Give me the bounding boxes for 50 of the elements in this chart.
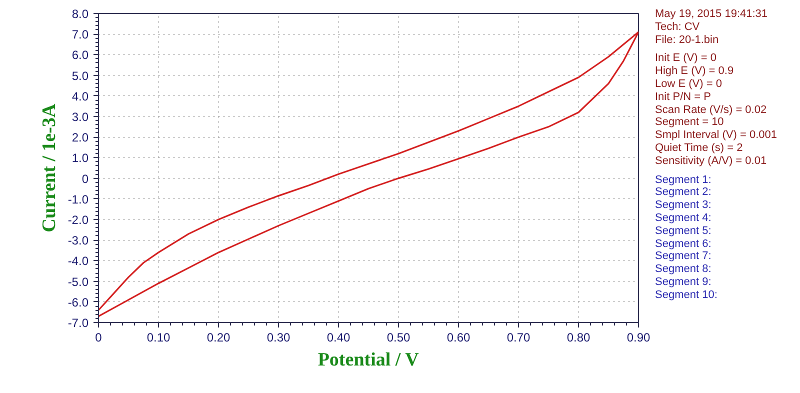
- y-tick-label: -4.0: [68, 254, 89, 268]
- y-tick-label: 0: [82, 172, 89, 186]
- x-tick-label: 0.10: [146, 330, 171, 344]
- x-tick-label: 0: [95, 330, 102, 344]
- y-tick-label: -7.0: [68, 316, 89, 330]
- text: High E (V) = 0.9: [655, 65, 735, 78]
- y-tick-label: 5.0: [72, 68, 89, 83]
- text: May 19, 2015 19:41:31: [655, 8, 769, 21]
- x-tick-label: 0.80: [566, 330, 591, 344]
- y-tick-label: 1.0: [72, 151, 89, 166]
- text: Segment 5:: [655, 224, 712, 238]
- text: Tech: CV: [655, 20, 701, 34]
- x-axis-title: Potential / V: [318, 350, 420, 370]
- text: Segment = 10: [655, 116, 725, 130]
- text: File: 20-1.bin: [655, 34, 720, 46]
- y-tick-label: 3.0: [72, 110, 89, 124]
- y-tick-label: 2.0: [72, 130, 89, 145]
- text: Quiet Time (s) = 2: [655, 142, 744, 155]
- y-tick-label: -1.0: [68, 192, 89, 206]
- x-tick-label: 0.20: [206, 330, 231, 344]
- y-tick-label: -3.0: [68, 234, 89, 248]
- x-tick-label: 0.90: [626, 330, 651, 344]
- x-tick-label: 0.50: [386, 330, 411, 344]
- y-tick-label: -2.0: [68, 213, 89, 227]
- y-tick-label: -5.0: [68, 274, 89, 289]
- text: Sensitivity (A/V) = 0.01: [655, 154, 768, 168]
- x-tick-label: 0.60: [446, 330, 471, 344]
- x-tick-label: 0.40: [326, 330, 351, 344]
- text: Smpl Interval (V) = 0.001: [655, 129, 777, 142]
- x-tick-label: 0.30: [266, 330, 291, 344]
- text: Segment 10:: [655, 288, 718, 302]
- text: Segment 9:: [655, 276, 712, 289]
- text: Low E (V) = 0: [655, 78, 723, 91]
- text: Scan Rate (V/s) = 0.02: [655, 104, 768, 116]
- x-tick-label: 0.70: [506, 330, 531, 344]
- text: Segment 1:: [655, 174, 712, 186]
- y-tick-label: 4.0: [72, 89, 89, 104]
- text: Segment 8:: [655, 263, 712, 276]
- text: Segment 6:: [655, 238, 712, 250]
- y-tick-label: 8.0: [72, 7, 89, 21]
- text: Init P/N = P: [655, 90, 712, 104]
- y-tick-label: -6.0: [68, 295, 89, 310]
- y-tick-label: 6.0: [72, 48, 89, 62]
- y-tick-label: 7.0: [72, 28, 89, 42]
- y-axis-title: Current / 1e-3A: [38, 104, 60, 232]
- text: Segment 3:: [655, 199, 712, 212]
- text: Segment 2:: [655, 186, 712, 200]
- text: Segment 7:: [655, 250, 712, 264]
- text: Init E (V) = 0: [655, 52, 718, 66]
- text: Segment 4:: [655, 212, 712, 225]
